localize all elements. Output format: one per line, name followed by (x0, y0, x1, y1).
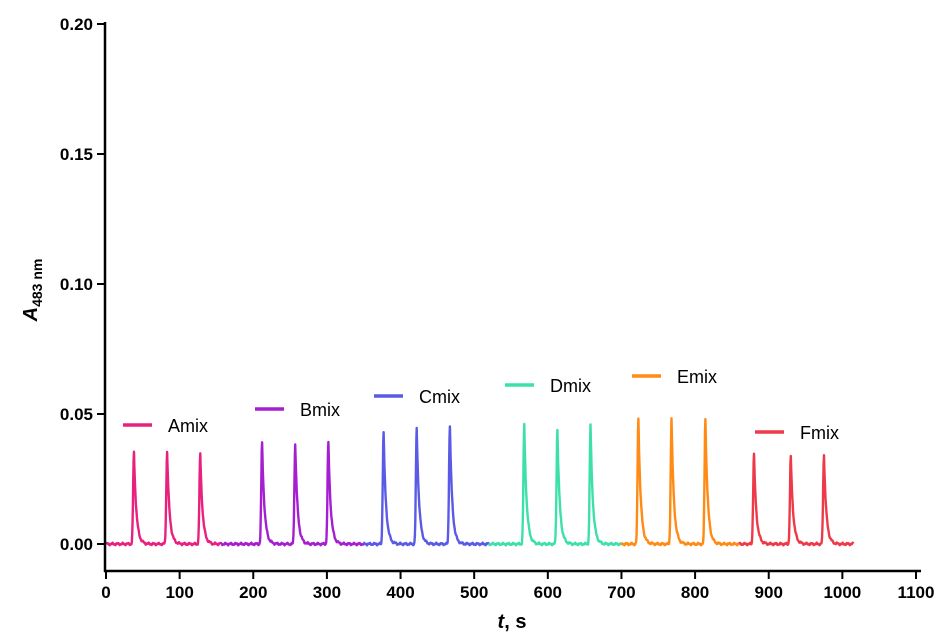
y-tick-label: 0.00 (60, 535, 93, 554)
y-tick-label: 0.15 (60, 145, 93, 164)
legend-entry-amix: Amix (123, 416, 208, 436)
x-tick-label: 400 (386, 583, 414, 602)
legend-label: Cmix (419, 387, 460, 407)
x-tick-label: 600 (534, 583, 562, 602)
axes (103, 22, 921, 573)
x-tick-label: 300 (313, 583, 341, 602)
x-tick-label: 900 (755, 583, 783, 602)
x-tick-label: 500 (460, 583, 488, 602)
y-tick-label: 0.05 (60, 405, 93, 424)
x-tick-label: 800 (681, 583, 709, 602)
legend: Amix Bmix Cmix Dmix Emix Fmix (123, 367, 839, 443)
series-line-emix (620, 417, 741, 547)
x-tick-label: 200 (239, 583, 267, 602)
legend-label: Emix (677, 367, 717, 387)
legend-entry-bmix: Bmix (255, 400, 340, 420)
x-ticks: 0 100 200 300 400 500 600 700 800 900 1000 1100 (101, 571, 934, 602)
legend-label: Fmix (800, 423, 839, 443)
series-line-bmix (219, 440, 365, 547)
x-axis-title: t, s (498, 611, 527, 633)
y-tick-label: 0.20 (60, 15, 93, 34)
x-tick-label: 100 (165, 583, 193, 602)
y-ticks: 0.00 0.05 0.10 0.15 0.20 (60, 15, 105, 554)
x-tick-label: 700 (607, 583, 635, 602)
y-axis-title-main: A (20, 307, 42, 322)
x-axis-title-main: t (498, 611, 506, 633)
legend-entry-fmix: Fmix (755, 423, 839, 443)
series-traces (104, 417, 855, 547)
x-axis-title-rest: , s (504, 611, 526, 633)
legend-label: Bmix (300, 400, 340, 420)
legend-label: Amix (168, 416, 208, 436)
x-tick-label: 1100 (898, 583, 935, 602)
series-line-cmix (362, 425, 490, 547)
y-tick-label: 0.10 (60, 275, 93, 294)
x-tick-label: 1000 (823, 583, 861, 602)
legend-entry-cmix: Cmix (374, 387, 460, 407)
series-line-dmix (487, 422, 623, 547)
x-tick-label: 0 (101, 583, 110, 602)
y-axis-title: A483 nm (20, 259, 45, 323)
y-axis-title-sub: 483 nm (29, 259, 45, 307)
series-line-fmix (738, 452, 855, 547)
legend-entry-dmix: Dmix (505, 376, 591, 396)
legend-entry-emix: Emix (632, 367, 717, 387)
series-line-amix (104, 450, 221, 547)
legend-label: Dmix (550, 376, 591, 396)
